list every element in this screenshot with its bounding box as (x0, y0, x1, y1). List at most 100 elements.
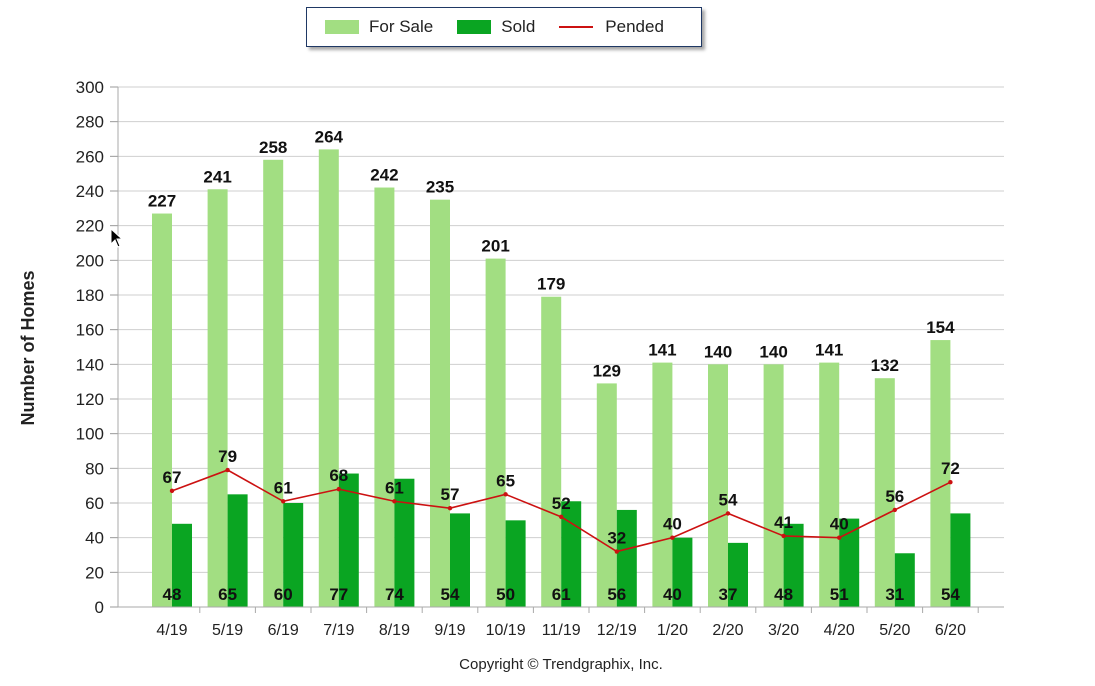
y-tick-label: 200 (76, 251, 104, 270)
y-tick-label: 100 (76, 425, 104, 444)
data-label-pended: 67 (163, 468, 182, 487)
bar-for-sale (652, 362, 673, 607)
bar-for-sale (152, 213, 172, 608)
bar-for-sale (874, 378, 895, 607)
data-label-sold: 54 (941, 585, 960, 604)
bar-for-sale (430, 199, 450, 607)
data-label-for-sale: 129 (593, 361, 621, 380)
data-label-pended: 61 (274, 478, 293, 497)
y-tick-label: 220 (76, 217, 104, 236)
data-label-for-sale: 235 (426, 178, 454, 197)
pended-point (447, 506, 453, 511)
y-tick-label: 180 (76, 286, 104, 305)
x-tick-label: 5/19 (212, 622, 243, 639)
y-tick-label: 240 (76, 182, 104, 201)
x-tick-label: 1/20 (657, 622, 688, 639)
data-label-pended: 56 (885, 487, 904, 506)
bar-sold (394, 478, 415, 607)
data-label-sold: 60 (274, 585, 293, 604)
bar-for-sale (318, 149, 339, 607)
pended-point (336, 486, 341, 492)
data-label-for-sale: 201 (481, 237, 509, 256)
x-tick-label: 2/20 (712, 622, 743, 639)
data-label-sold: 48 (163, 585, 182, 604)
y-tick-label: 80 (85, 459, 104, 478)
pended-point (614, 549, 619, 554)
pended-point (837, 535, 842, 540)
bar-for-sale (819, 362, 840, 607)
x-tick-label: 10/19 (486, 622, 526, 639)
legend-item-sold: Sold (457, 17, 535, 37)
bar-sold (172, 523, 192, 607)
bar-sold (227, 494, 248, 607)
legend-label-pended: Pended (605, 17, 664, 36)
pended-point (781, 533, 786, 539)
pended-point (892, 507, 897, 513)
data-label-pended: 52 (552, 494, 571, 513)
bar-for-sale (485, 258, 506, 607)
data-label-pended: 57 (441, 485, 460, 504)
bar-sold (616, 509, 637, 607)
bar-sold (672, 537, 693, 607)
x-tick-label: 6/20 (935, 622, 966, 639)
data-label-pended: 54 (719, 490, 738, 509)
data-label-pended: 41 (774, 513, 793, 532)
data-label-sold: 51 (830, 585, 849, 604)
data-label-for-sale: 140 (759, 342, 787, 361)
x-tick-label: 5/20 (879, 622, 910, 639)
data-label-for-sale: 154 (926, 318, 955, 337)
y-tick-label: 60 (85, 494, 104, 513)
x-tick-label: 4/20 (824, 622, 855, 639)
bar-sold (283, 503, 304, 607)
data-label-pended: 79 (218, 447, 237, 466)
data-label-sold: 65 (218, 585, 237, 604)
data-label-pended: 40 (663, 515, 682, 534)
bar-sold (839, 518, 860, 607)
y-tick-label: 300 (76, 78, 104, 97)
x-tick-label: 7/19 (323, 622, 354, 639)
pended-point (169, 488, 175, 494)
data-label-for-sale: 242 (370, 166, 398, 185)
bar-for-sale (708, 364, 728, 607)
bar-for-sale (596, 383, 617, 607)
pended-point (948, 480, 953, 485)
data-label-sold: 40 (663, 585, 682, 604)
mouse-cursor-icon (110, 228, 124, 248)
bar-sold (728, 542, 748, 607)
x-tick-label: 3/20 (768, 622, 799, 639)
data-label-for-sale: 132 (871, 356, 899, 375)
y-tick-label: 0 (95, 598, 104, 617)
y-tick-label: 280 (76, 113, 104, 132)
y-tick-label: 160 (76, 321, 104, 340)
data-label-for-sale: 264 (315, 127, 344, 146)
bar-sold (505, 520, 526, 607)
bars (152, 149, 971, 608)
y-tick-label: 20 (85, 563, 104, 582)
data-label-for-sale: 227 (148, 192, 176, 211)
copyright-text: Copyright © Trendgraphix, Inc. (459, 656, 663, 673)
pended-point (559, 514, 564, 520)
data-label-for-sale: 241 (203, 167, 231, 186)
legend-swatch-sold (457, 20, 492, 34)
data-label-for-sale: 141 (815, 341, 843, 360)
y-tick-label: 260 (76, 147, 104, 166)
data-label-for-sale: 141 (648, 341, 676, 360)
y-tick-label: 120 (76, 390, 104, 409)
legend-label-sold: Sold (501, 17, 536, 36)
bar-for-sale (930, 340, 951, 607)
bar-sold (450, 513, 470, 607)
x-tick-label: 12/19 (597, 622, 637, 639)
data-label-sold: 31 (885, 585, 904, 604)
bar-sold (894, 553, 915, 607)
legend: For Sale Sold Pended (306, 7, 702, 47)
x-tick-label: 8/19 (379, 622, 410, 639)
pended-point (670, 535, 675, 540)
x-tick-label: 11/19 (542, 622, 581, 639)
x-tick-label: 9/19 (434, 622, 465, 639)
data-label-pended: 61 (385, 478, 404, 497)
bar-sold (338, 473, 359, 607)
data-label-pended: 40 (830, 515, 849, 534)
data-label-pended: 72 (941, 459, 960, 478)
data-labels: 227 48 241 65 258 60 264 77 242 74 235 54 201 50 179 61… (148, 127, 961, 604)
data-label-sold: 50 (496, 585, 515, 604)
